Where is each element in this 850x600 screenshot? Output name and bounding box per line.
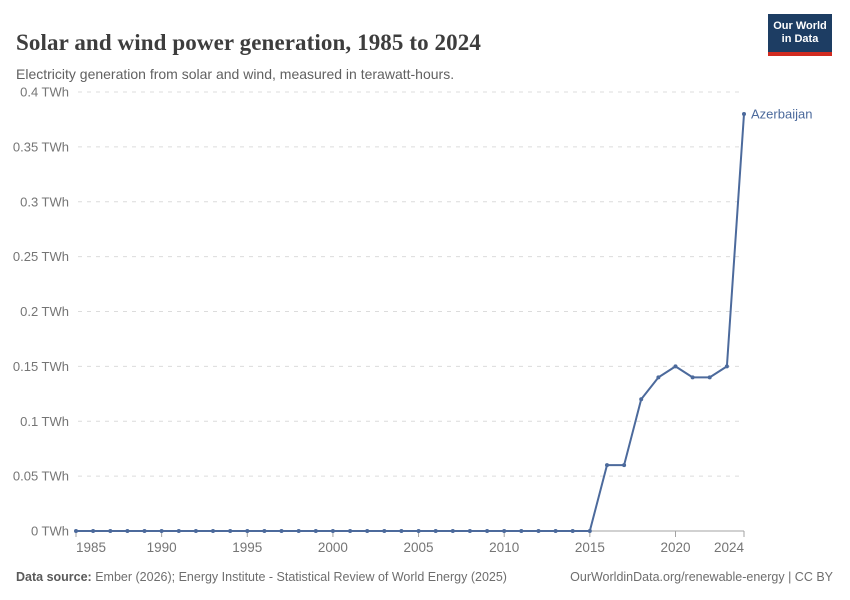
data-point[interactable] [382, 529, 387, 533]
data-point[interactable] [433, 529, 438, 533]
data-point[interactable] [125, 529, 130, 533]
y-tick-label: 0 TWh [31, 524, 69, 539]
x-tick-label: 2020 [660, 540, 690, 555]
data-point[interactable] [450, 529, 455, 533]
data-point[interactable] [228, 529, 233, 533]
data-point-markers [74, 112, 746, 533]
data-source-note: Data source: Ember (2026); Energy Instit… [16, 570, 507, 584]
x-tick-label: 2005 [404, 540, 434, 555]
data-point[interactable] [330, 529, 335, 533]
data-point[interactable] [365, 529, 370, 533]
y-tick-label: 0.1 TWh [20, 414, 69, 429]
data-point[interactable] [587, 529, 592, 533]
data-point[interactable] [605, 463, 609, 468]
chart-subtitle: Electricity generation from solar and wi… [16, 66, 455, 82]
data-point[interactable] [348, 529, 353, 533]
data-point[interactable] [724, 364, 729, 369]
x-axis-labels: 1985 1990 1995 2000 2005 2010 2015 2020 2024 [76, 540, 744, 555]
data-point[interactable] [159, 529, 164, 533]
y-tick-label: 0.35 TWh [13, 139, 69, 154]
data-point[interactable] [262, 529, 267, 533]
data-point[interactable] [467, 529, 472, 533]
owid-logo-line2: in Data [781, 33, 819, 45]
owid-logo-text: Our World in Data [773, 20, 827, 46]
data-point[interactable] [245, 529, 250, 533]
data-point[interactable] [673, 364, 678, 369]
data-point[interactable] [485, 529, 490, 533]
x-tick-label: 2000 [318, 540, 348, 555]
entity-label[interactable]: Azerbaijan [751, 106, 812, 121]
data-point[interactable] [742, 112, 746, 116]
y-axis-labels: 0 TWh 0.05 TWh 0.1 TWh 0.15 TWh 0.2 TWh 0.25 … [13, 85, 69, 539]
data-line-azerbaijan[interactable] [75, 113, 745, 532]
data-point[interactable] [176, 529, 181, 533]
data-point[interactable] [416, 529, 421, 533]
owid-credit-link[interactable]: OurWorldinData.org/renewable-energy | CC… [570, 570, 833, 584]
data-point[interactable] [74, 529, 78, 533]
data-point[interactable] [279, 529, 284, 533]
y-tick-label: 0.25 TWh [13, 249, 69, 264]
data-source-label: Data source: [16, 570, 92, 584]
data-point[interactable] [502, 529, 507, 533]
data-point[interactable] [193, 529, 198, 533]
x-tick-label: 1995 [232, 540, 262, 555]
data-point[interactable] [570, 529, 575, 533]
data-point[interactable] [313, 529, 318, 533]
data-point[interactable] [91, 529, 96, 533]
x-tick-label: 2010 [489, 540, 519, 555]
data-source-text: Ember (2026); Energy Institute - Statist… [91, 570, 507, 584]
data-point[interactable] [639, 397, 644, 402]
owid-logo[interactable]: Our World in Data [768, 14, 832, 56]
data-point[interactable] [108, 529, 113, 533]
data-point[interactable] [536, 529, 541, 533]
data-point[interactable] [399, 529, 404, 533]
data-point[interactable] [707, 375, 712, 380]
data-point[interactable] [690, 375, 695, 380]
data-point[interactable] [553, 529, 558, 533]
data-point[interactable] [142, 529, 147, 533]
y-tick-label: 0.4 TWh [20, 85, 69, 100]
x-tick-label: 2024 [714, 540, 745, 555]
data-point[interactable] [519, 529, 524, 533]
y-gridlines [78, 91, 744, 477]
data-point[interactable] [622, 463, 627, 468]
x-tick-label: 2015 [575, 540, 605, 555]
data-point[interactable] [656, 375, 661, 380]
y-tick-label: 0.3 TWh [20, 194, 69, 209]
y-tick-label: 0.2 TWh [20, 304, 69, 319]
owid-logo-line1: Our World [773, 19, 827, 32]
y-tick-label: 0.15 TWh [13, 359, 69, 374]
page-title: Solar and wind power generation, 1985 to… [16, 30, 481, 56]
y-tick-label: 0.05 TWh [13, 469, 69, 484]
data-point[interactable] [211, 529, 215, 533]
x-tick-label: 1990 [147, 540, 177, 555]
chart-footer: Data source: Ember (2026); Energy Instit… [16, 570, 833, 584]
x-tick-label: 1985 [76, 540, 106, 555]
data-point[interactable] [296, 529, 301, 533]
